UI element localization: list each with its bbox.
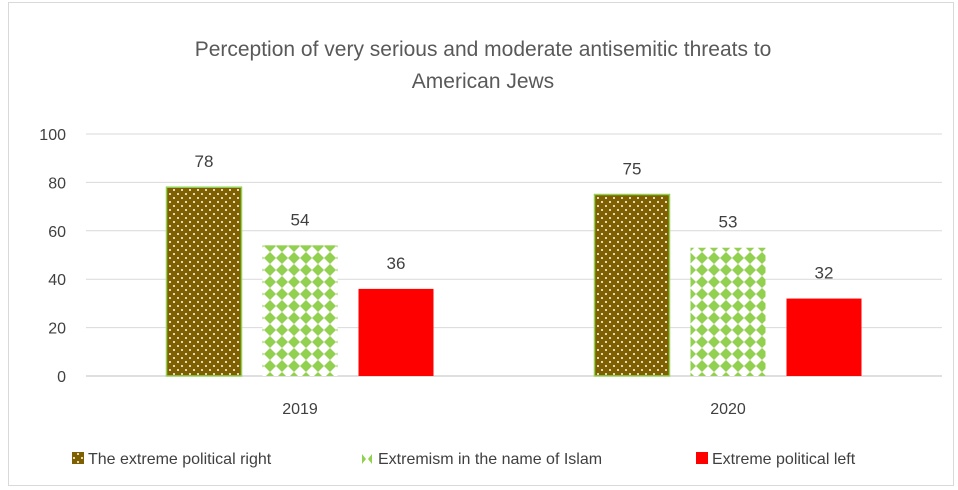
chart-title: Perception of very serious and moderate … xyxy=(195,38,772,93)
data-label: 78 xyxy=(195,152,214,171)
data-label: 53 xyxy=(719,213,738,232)
y-tick-label: 100 xyxy=(39,127,66,144)
x-tick-label: 2019 xyxy=(282,401,318,418)
chart-title-line-2: American Jews xyxy=(412,70,554,93)
legend-swatch-3 xyxy=(696,452,708,464)
legend-swatch-2 xyxy=(362,454,366,464)
y-axis-tick-labels: 0 20 40 60 80 100 xyxy=(39,127,66,386)
bar-2019-series-3 xyxy=(358,288,434,376)
legend-swatch-2-b xyxy=(368,454,372,464)
data-label: 54 xyxy=(291,210,310,229)
x-tick-label: 2020 xyxy=(710,401,746,418)
data-label: 32 xyxy=(815,264,834,283)
y-tick-label: 0 xyxy=(57,369,66,386)
data-labels: 78 54 36 75 53 32 xyxy=(195,152,834,282)
legend: The extreme political right Extremism in … xyxy=(72,451,856,468)
y-tick-label: 40 xyxy=(48,272,66,289)
y-tick-label: 20 xyxy=(48,321,66,338)
bars xyxy=(165,186,862,377)
x-axis-tick-labels: 2019 2020 xyxy=(282,401,746,418)
bar-2019-series-1 xyxy=(165,186,243,377)
data-label: 36 xyxy=(387,254,406,273)
chart-frame xyxy=(8,2,954,486)
legend-swatch-1 xyxy=(72,452,84,464)
chart-title-line-1: Perception of very serious and moderate … xyxy=(195,38,772,61)
bar-2020-series-3 xyxy=(786,298,862,376)
data-label: 75 xyxy=(623,160,642,179)
legend-label-2: Extremism in the name of Islam xyxy=(378,451,602,468)
bar-2020-series-1 xyxy=(593,193,671,377)
bar-2019-series-2 xyxy=(262,245,338,376)
legend-label-3: Extreme political left xyxy=(712,451,856,468)
bar-2020-series-2 xyxy=(690,247,766,376)
y-tick-label: 80 xyxy=(48,175,66,192)
legend-label-1: The extreme political right xyxy=(88,451,272,468)
y-tick-label: 60 xyxy=(48,224,66,241)
